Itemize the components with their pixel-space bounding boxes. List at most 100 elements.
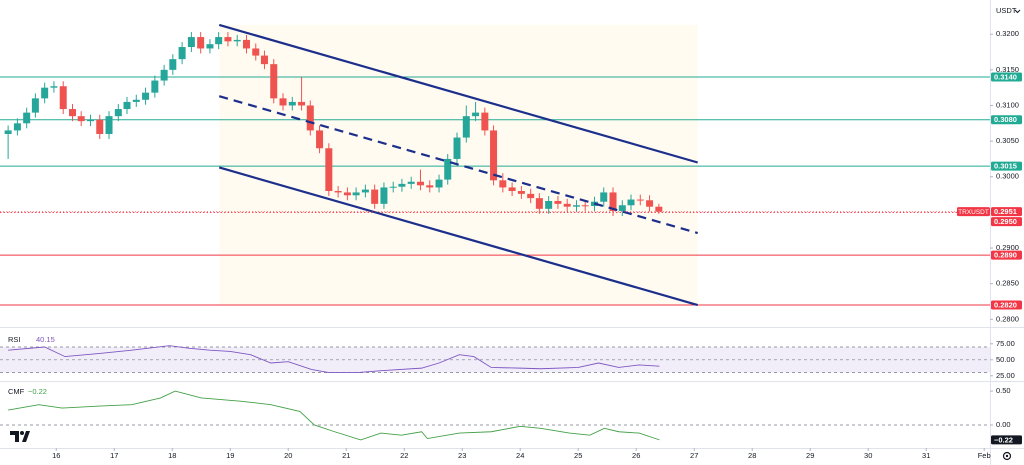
candle-body [627, 199, 635, 206]
tv-logo [10, 431, 30, 442]
gear-icon[interactable] [1005, 454, 1009, 458]
x-tick-label: 22 [400, 451, 408, 460]
candle-body [132, 99, 140, 102]
y-tick-label: 50.00 [996, 355, 1015, 364]
indicator-title: CMF [8, 387, 25, 396]
candle-body [31, 98, 39, 113]
x-tick-label: 17 [110, 451, 118, 460]
candle-body [389, 186, 397, 188]
candle-body [178, 47, 186, 60]
value-badge-label: −0.22 [994, 435, 1013, 444]
channel-line [218, 23, 699, 164]
candle-body [444, 158, 452, 180]
candle-body [352, 192, 360, 196]
candle-body [655, 206, 663, 212]
candle-body [187, 37, 195, 48]
gear-icon[interactable] [1002, 451, 1012, 461]
indicator-title: RSI [8, 335, 21, 344]
x-tick-label: 19 [226, 451, 234, 460]
candle-body [23, 112, 31, 124]
candle-body [215, 37, 223, 45]
value-badge [991, 435, 1022, 445]
logo-part [10, 431, 19, 442]
candle-body [453, 137, 461, 159]
level-label: 0.2950 [994, 217, 1017, 226]
y-tick-label: 0.00 [996, 420, 1011, 429]
y-tick-label: 0.3000 [996, 172, 1019, 181]
y-tick-label: 0.3150 [996, 65, 1019, 74]
x-tick-label: 28 [748, 451, 756, 460]
candle-body [260, 55, 268, 65]
y-tick-label: 0.2900 [996, 243, 1019, 252]
level-label: 0.3140 [994, 72, 1017, 81]
candle-body [160, 69, 168, 81]
candle-body [325, 148, 333, 192]
y-tick-label: 0.50 [996, 386, 1011, 395]
candle-body [298, 101, 306, 106]
symbol-label: TRXUSDT [958, 209, 989, 216]
level-label: 0.2820 [994, 301, 1017, 310]
candle-body [86, 119, 94, 122]
indicator-line [8, 345, 660, 374]
last-price-label: 0.2951 [994, 207, 1017, 216]
candle-body [114, 109, 122, 117]
candle-body [279, 98, 287, 106]
y-tick-label: 0.3200 [996, 29, 1019, 38]
candle-body [636, 199, 644, 201]
y-tick-label: 0.2850 [996, 279, 1019, 288]
candle-body [554, 200, 562, 204]
x-tick-label: 27 [690, 451, 698, 460]
level-badge [991, 250, 1022, 260]
currency-selector[interactable]: USDT [996, 6, 1021, 15]
level-badge [991, 217, 1022, 227]
currency-label[interactable]: USDT [996, 6, 1017, 15]
candle-body [270, 64, 278, 99]
x-tick-label: Feb [978, 451, 991, 460]
candle-body [472, 112, 480, 117]
candle-body [123, 101, 131, 110]
level-badge [991, 161, 1022, 171]
candle-body [618, 205, 626, 211]
candle-body [197, 37, 205, 49]
candle-body [371, 189, 379, 204]
candle-body [361, 189, 369, 193]
candle-body [105, 116, 113, 134]
candle-body [572, 205, 580, 207]
level-badge [991, 300, 1022, 310]
indicator-value: −0.22 [28, 387, 47, 396]
logo-part [20, 431, 24, 435]
x-tick-label: 21 [342, 451, 350, 460]
candle-body [609, 192, 617, 211]
last-price-badge [991, 207, 1022, 217]
candle-body [334, 191, 342, 193]
dropdown-icon[interactable] [1014, 9, 1021, 14]
candle-body [288, 101, 296, 106]
level-label: 0.2890 [994, 251, 1017, 260]
candle-body [242, 39, 250, 49]
x-tick-label: 30 [864, 451, 872, 460]
candle-body [426, 185, 434, 188]
level-badge [991, 115, 1022, 125]
candle-body [50, 86, 58, 88]
candle-body [435, 179, 443, 188]
candle-body [527, 193, 535, 199]
candle-body [545, 200, 553, 209]
level-label: 0.3080 [994, 115, 1017, 124]
y-tick-label: 25.00 [996, 371, 1015, 380]
candle-body [96, 119, 104, 134]
indicator-value: 40.15 [36, 335, 55, 344]
x-tick-label: 29 [806, 451, 814, 460]
candle-body [59, 86, 67, 110]
candle-body [41, 87, 49, 99]
candle-body [481, 112, 489, 131]
level-label: 0.3015 [994, 162, 1017, 171]
settings-button[interactable] [1002, 451, 1012, 461]
candle-body [151, 80, 159, 93]
y-tick-label: 75.00 [996, 339, 1015, 348]
candle-body [508, 187, 516, 192]
indicator-line [8, 390, 660, 441]
symbol-badge [957, 207, 990, 217]
x-tick-label: 25 [574, 451, 582, 460]
